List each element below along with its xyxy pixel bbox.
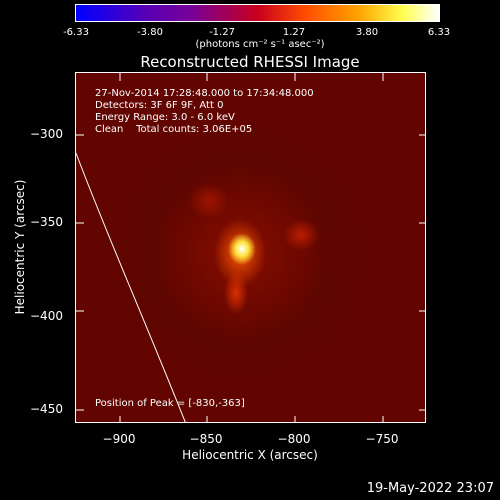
image-title: Reconstructed RHESSI Image xyxy=(140,53,360,71)
energy-range-text: Energy Range: 3.0 - 6.0 keV xyxy=(95,112,235,123)
x-axis-label: Heliocentric X (arcsec) xyxy=(182,448,318,462)
x-tick-label: −750 xyxy=(365,432,399,446)
colorbar-tick: -3.80 xyxy=(137,27,163,38)
y-tick-label: −300 xyxy=(30,127,63,141)
detectors-text: Detectors: 3F 6F 9F, Att 0 xyxy=(95,100,224,111)
solar-limb-line xyxy=(76,152,186,422)
colorbar xyxy=(75,4,440,22)
colorbar-tick: 6.33 xyxy=(427,27,451,38)
y-tick-label: −400 xyxy=(30,309,63,323)
x-tick-label: −850 xyxy=(189,432,223,446)
colorbar-tick: -1.27 xyxy=(209,27,235,38)
x-tick-label: −900 xyxy=(102,432,136,446)
peak-position-text: Position of Peak = [-830,-363] xyxy=(95,398,245,409)
x-tick-label: −800 xyxy=(277,432,311,446)
colorbar-units: (photons cm⁻² s⁻¹ asec⁻²) xyxy=(195,39,325,50)
solar-image-plot xyxy=(75,72,426,423)
time-range-text: 27-Nov-2014 17:28:48.000 to 17:34:48.000 xyxy=(95,88,314,99)
colorbar-tick: 1.27 xyxy=(282,27,306,38)
limb-overlay xyxy=(76,73,425,422)
y-tick-label: −450 xyxy=(30,402,63,416)
colorbar-tick: -6.33 xyxy=(63,27,89,38)
colorbar-tick: 3.80 xyxy=(355,27,379,38)
y-axis-label: Heliocentric Y (arcsec) xyxy=(13,179,27,315)
y-tick-label: −350 xyxy=(30,215,63,229)
clean-counts-text: Clean Total counts: 3.06E+05 xyxy=(95,124,253,135)
date-stamp: 19-May-2022 23:07 xyxy=(366,481,494,496)
axis-ticks xyxy=(76,73,425,422)
